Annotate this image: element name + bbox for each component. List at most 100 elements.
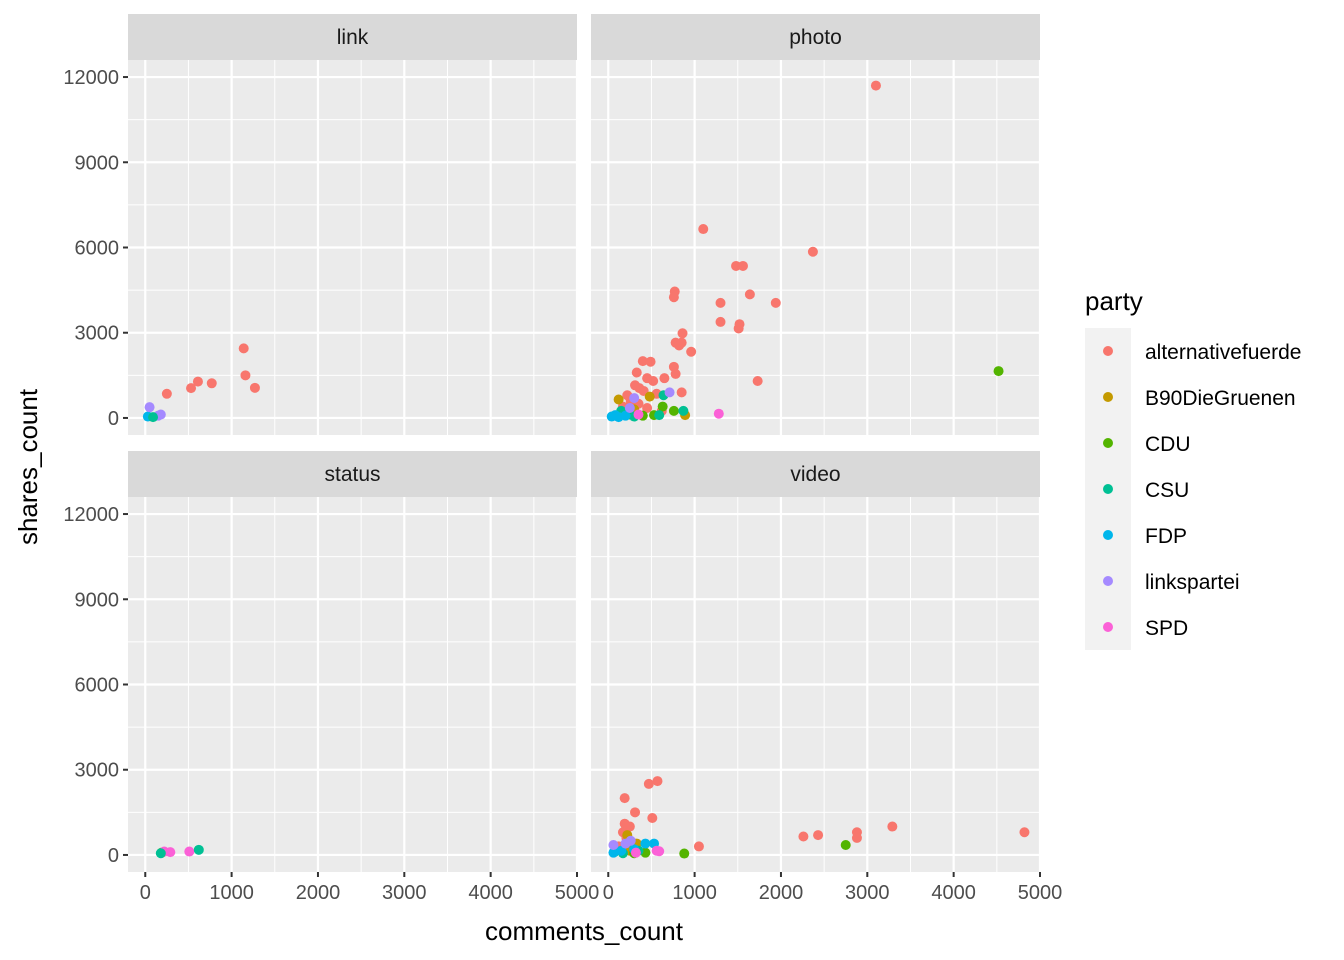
data-point-alternativefuerde [715,297,726,308]
data-point-CSU [155,848,166,859]
data-point-CSU [654,410,665,421]
legend-key-dot [1103,438,1113,448]
legend-entry-B90DieGruenen: B90DieGruenen [1085,374,1296,420]
data-point-alternativefuerde [676,337,687,348]
legend-title: party [1085,286,1143,316]
data-point-alternativefuerde [715,316,726,327]
data-point-linkspartei [155,409,166,420]
facet-strip [591,451,1040,497]
data-point-SPD [630,847,641,858]
data-point-linkspartei [144,402,155,413]
data-point-alternativefuerde [670,368,681,379]
y-tick-label: 3000 [75,323,120,345]
legend-label: linkspartei [1145,571,1240,594]
data-point-linkspartei [620,838,631,849]
data-point-alternativefuerde [643,778,654,789]
data-point-alternativefuerde [206,378,217,389]
data-point-alternativefuerde [648,376,659,387]
data-point-linkspartei [629,393,640,404]
data-point-alternativefuerde [630,807,641,818]
x-tick-label: 1000 [209,882,254,904]
data-point-alternativefuerde [668,292,679,303]
x-tick-label: 5000 [555,882,600,904]
x-axis-title: comments_count [485,916,684,946]
x-tick-label: 2000 [759,882,804,904]
data-point-FDP [608,847,619,858]
data-point-alternativefuerde [870,80,881,91]
data-point-alternativefuerde [642,403,653,414]
data-point-alternativefuerde [192,376,203,387]
data-point-alternativefuerde [798,831,809,842]
data-point-linkspartei [608,840,619,851]
data-point-alternativefuerde [186,383,197,394]
data-point-alternativefuerde [693,841,704,852]
legend-label: alternativefuerde [1145,341,1301,364]
facet-strip-label: status [324,463,380,486]
legend-label: CDU [1145,433,1191,456]
data-point-alternativefuerde [813,830,824,841]
x-tick-label: 4000 [931,882,976,904]
x-tick-label: 3000 [382,882,427,904]
data-point-alternativefuerde [676,387,687,398]
data-point-alternativefuerde [249,382,260,393]
facet-strip [128,14,577,60]
y-tick-label: 12000 [63,67,119,89]
data-point-alternativefuerde [887,821,898,832]
x-tick-label: 0 [603,882,614,904]
legend-key-dot [1103,530,1113,540]
data-point-alternativefuerde [238,343,249,354]
legend-key-dot [1103,622,1113,632]
data-point-alternativefuerde [659,373,670,384]
data-point-B90DieGruenen [644,391,655,402]
x-tick-label: 4000 [468,882,513,904]
data-point-CDU [679,848,690,859]
data-point-linkspartei [624,403,635,414]
y-tick-label: 6000 [75,675,120,697]
data-point-FDP [620,410,631,421]
y-tick-label: 6000 [75,238,120,260]
legend-key-dot [1103,346,1113,356]
data-point-alternativefuerde [737,260,748,271]
facet-strip-label: link [337,26,369,49]
legend-entry-SPD: SPD [1085,604,1188,650]
facet-panel-status: status 0 3000 6000 9000 12000 0 1000 2000 3000 400… [63,451,599,904]
data-point-FDP [640,838,651,849]
data-point-linkspartei [664,387,675,398]
data-point-CDU [840,840,851,851]
legend-entry-FDP: FDP [1085,512,1187,558]
facet-strip-label: video [790,463,840,486]
legend-label: FDP [1145,525,1187,548]
data-point-alternativefuerde [677,328,688,339]
x-tick-label: 0 [140,882,151,904]
data-point-CSU [148,412,159,423]
y-tick-label: 0 [108,845,119,867]
legend-entry-alternativefuerde: alternativefuerde [1085,328,1301,374]
data-point-CDU [657,401,668,412]
legend-label: B90DieGruenen [1145,387,1296,410]
data-point-alternativefuerde [807,246,818,257]
data-point-alternativefuerde [240,370,251,381]
x-tick-label: 1000 [672,882,717,904]
data-point-alternativefuerde [161,388,172,399]
data-point-alternativefuerde [744,289,755,300]
data-point-CDU [993,366,1004,377]
data-point-SPD [184,846,195,857]
data-point-alternativefuerde [698,224,709,235]
data-point-SPD [633,409,644,420]
data-point-alternativefuerde [731,260,742,271]
data-point-SPD [713,408,724,419]
y-tick-label: 9000 [75,589,120,611]
legend-entry-linkspartei: linkspartei [1085,558,1240,604]
legend-entries: alternativefuerde B90DieGruenen CDU CSU FDP l… [1085,328,1301,650]
data-point-SPD [654,846,665,857]
y-tick-label: 9000 [75,152,120,174]
legend-entry-CDU: CDU [1085,420,1191,466]
facet-strip [591,14,1040,60]
x-tick-label: 5000 [1018,882,1063,904]
data-point-alternativefuerde [619,793,630,804]
legend-label: CSU [1145,479,1189,502]
facet-strip-label: photo [789,26,842,49]
facet-panel-photo: photo [591,14,1042,435]
legend-entry-CSU: CSU [1085,466,1189,512]
data-point-CDU [668,405,679,416]
